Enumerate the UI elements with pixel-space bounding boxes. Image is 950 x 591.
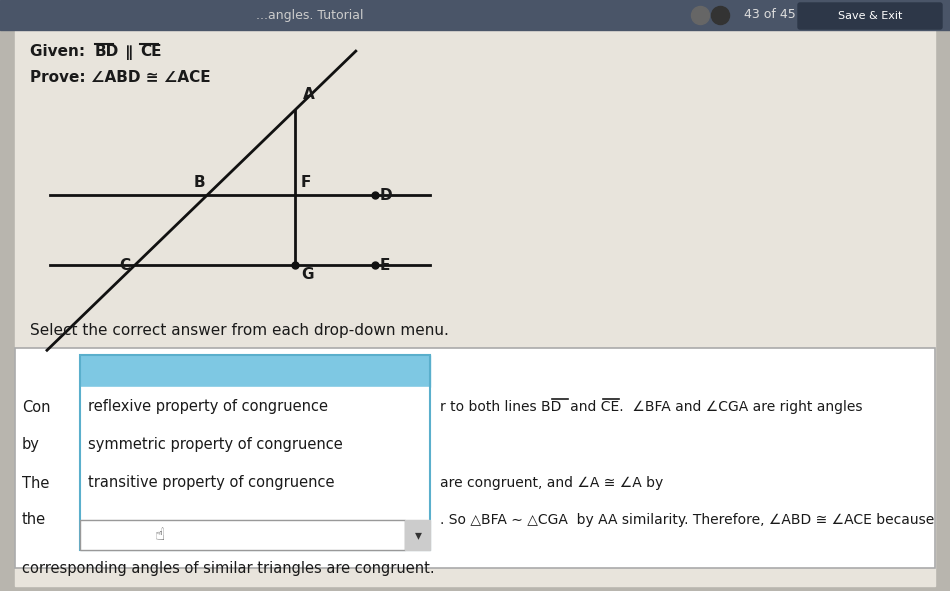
Bar	[80, 355, 430, 387]
Text: E: E	[380, 258, 390, 272]
Bar	[80, 520, 430, 550]
Text: BD: BD	[95, 44, 120, 60]
Text: G: G	[301, 267, 314, 282]
Text: Select the correct answer from each drop-down menu.: Select the correct answer from each drop…	[30, 323, 448, 337]
Text: 43 of 45: 43 of 45	[744, 8, 796, 21]
Bar	[80, 387, 430, 520]
Text: Prove: ∠ABD ≅ ∠ACE: Prove: ∠ABD ≅ ∠ACE	[30, 70, 211, 86]
Bar	[0, 0, 950, 30]
Text: D: D	[380, 187, 392, 203]
Text: ▾: ▾	[414, 528, 422, 542]
Bar	[15, 348, 935, 568]
Text: r to both lines BD  and CE.  ∠BFA and ∠CGA are right angles: r to both lines BD and CE. ∠BFA and ∠CGA…	[440, 400, 863, 414]
Text: ∥: ∥	[120, 44, 138, 60]
Text: CE: CE	[140, 44, 162, 60]
Text: A: A	[303, 87, 314, 102]
Text: transitive property of congruence: transitive property of congruence	[88, 476, 334, 491]
Text: corresponding angles of similar triangles are congruent.: corresponding angles of similar triangle…	[22, 560, 434, 576]
Text: ☝: ☝	[155, 526, 165, 544]
Text: F: F	[301, 175, 312, 190]
Text: are congruent, and ∠A ≅ ∠A by: are congruent, and ∠A ≅ ∠A by	[440, 476, 663, 490]
Text: The: The	[22, 476, 49, 491]
Text: by: by	[22, 437, 40, 453]
Text: symmetric property of congruence: symmetric property of congruence	[88, 437, 343, 453]
Text: . So △BFA ∼ △CGA  by AA similarity. Therefore, ∠ABD ≅ ∠ACE because: . So △BFA ∼ △CGA by AA similarity. There…	[440, 513, 934, 527]
Bar	[80, 355, 430, 550]
Text: B: B	[194, 175, 205, 190]
Text: Given:: Given:	[30, 44, 90, 60]
Text: Con: Con	[22, 400, 50, 414]
Text: Save & Exit: Save & Exit	[838, 11, 902, 21]
Bar	[80, 520, 405, 550]
Text: reflexive property of congruence: reflexive property of congruence	[88, 400, 328, 414]
Bar	[405, 520, 430, 550]
FancyBboxPatch shape	[798, 3, 942, 29]
Text: the: the	[22, 512, 47, 528]
Text: C: C	[119, 258, 130, 272]
Text: ...angles. Tutorial: ...angles. Tutorial	[256, 8, 364, 21]
